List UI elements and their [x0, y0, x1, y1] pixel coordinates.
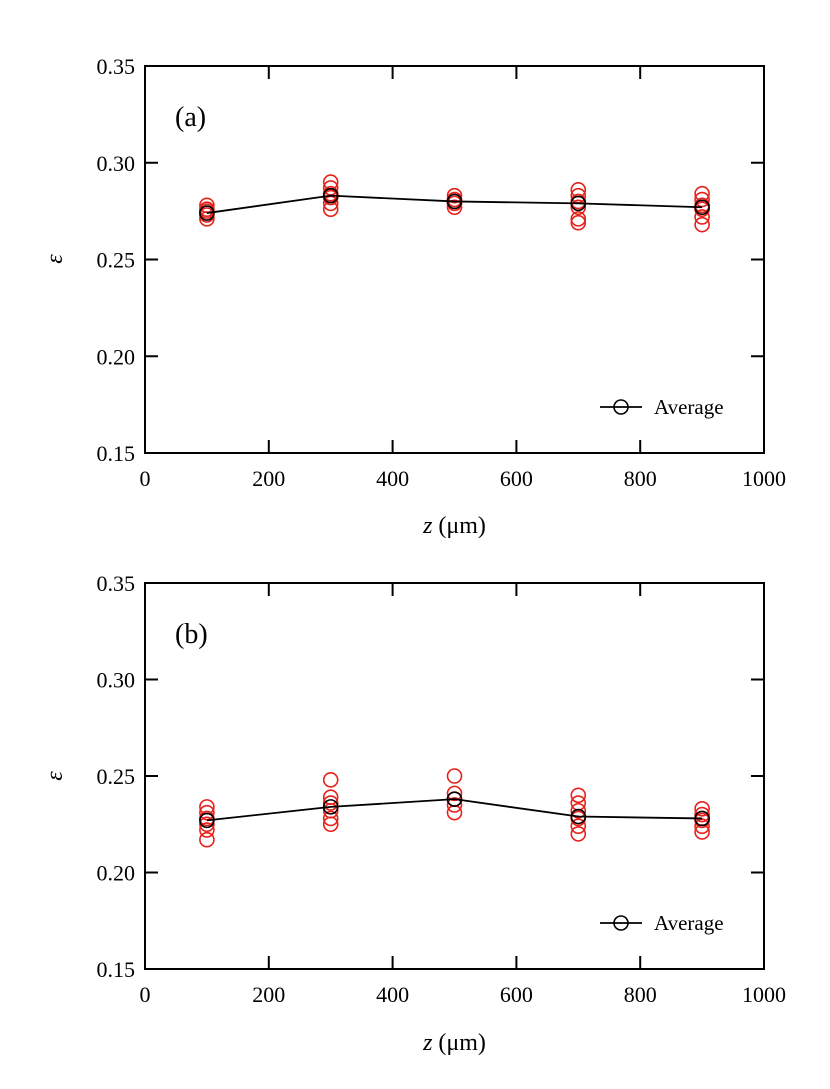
- sample-point: [570, 211, 587, 227]
- sample-point: [570, 826, 587, 842]
- x-tick-label: 0: [140, 466, 151, 491]
- x-axis-unit: (μm): [438, 513, 486, 539]
- y-tick-label: 0.15: [97, 441, 136, 466]
- panel-label: (b): [175, 619, 208, 650]
- average-point: [694, 199, 710, 216]
- x-axis-unit: (μm): [438, 1030, 486, 1056]
- average-line: [206, 194, 703, 214]
- sample-point: [199, 816, 215, 833]
- sample-point: [694, 216, 710, 233]
- sample-point: [446, 199, 463, 216]
- y-tick-label: 0.35: [97, 571, 136, 596]
- y-tick-label: 0.30: [97, 151, 136, 176]
- y-tick-label: 0.30: [97, 668, 136, 693]
- x-tick-label: 600: [500, 982, 533, 1007]
- legend-label: Average: [654, 395, 724, 419]
- y-axis-title: ε: [42, 771, 68, 781]
- sample-point: [446, 187, 463, 204]
- y-tick-label: 0.20: [97, 861, 136, 886]
- average-point: [446, 193, 463, 210]
- y-axis-title: ε: [42, 254, 68, 264]
- y-tick-label: 0.15: [97, 957, 136, 982]
- sample-point: [446, 797, 463, 813]
- sample-point: [199, 201, 215, 217]
- sample-point: [694, 806, 710, 823]
- average-line: [206, 798, 703, 822]
- x-tick-label: 1000: [742, 982, 786, 1007]
- x-tick-label: 200: [252, 982, 285, 1007]
- y-tick-label: 0.25: [97, 764, 136, 789]
- sample-point: [199, 822, 215, 838]
- sample-point: [322, 795, 339, 811]
- average-point: [446, 791, 463, 807]
- average-point: [570, 195, 587, 212]
- x-tick-label: 400: [376, 466, 409, 491]
- average-point: [199, 812, 215, 829]
- x-tick-label: 200: [252, 466, 285, 491]
- x-tick-label: 800: [624, 466, 657, 491]
- legend: Average: [600, 395, 724, 419]
- sample-point: [694, 801, 710, 817]
- y-tick-label: 0.25: [97, 248, 136, 273]
- average-point: [570, 808, 587, 825]
- sample-point: [570, 787, 587, 804]
- x-tick-label: 800: [624, 982, 657, 1007]
- x-axis-title: z (μm): [422, 1030, 486, 1056]
- x-tick-label: 600: [500, 466, 533, 491]
- average-point: [322, 187, 339, 204]
- x-tick-label: 400: [376, 982, 409, 1007]
- x-axis-variable: z: [422, 1030, 433, 1056]
- sample-point: [570, 802, 587, 819]
- x-axis-variable: z: [422, 513, 433, 539]
- sample-point: [199, 831, 215, 848]
- x-axis-title: z (μm): [422, 513, 486, 539]
- chart-panel-b: 0 200 400 600 800 1000 0.15 0.20 0.25 0.30 0.35 z (μ…: [42, 571, 786, 1056]
- sample-point: [694, 209, 710, 225]
- average-point: [322, 799, 339, 815]
- sample-point: [570, 818, 587, 834]
- sample-point: [322, 789, 339, 806]
- legend: Average: [600, 911, 724, 935]
- sample-point: [322, 772, 339, 788]
- chart-panel-a: 0 200 400 600 800 1000 0.15 0.20 0.25 0.30 0.35 z (μ…: [42, 54, 786, 539]
- panel-label: (a): [175, 102, 206, 133]
- sample-point: [446, 768, 463, 784]
- sample-point: [694, 818, 710, 834]
- sample-point: [446, 785, 463, 802]
- sample-point: [322, 810, 339, 827]
- y-tick-label: 0.20: [97, 344, 136, 369]
- legend-label: Average: [654, 911, 724, 935]
- y-tick-label: 0.35: [97, 54, 136, 79]
- average-point: [199, 205, 215, 221]
- x-tick-label: 0: [140, 982, 151, 1007]
- x-tick-label: 1000: [742, 466, 786, 491]
- legend-marker: [613, 399, 629, 415]
- sample-point: [570, 214, 587, 231]
- legend-marker: [613, 915, 629, 931]
- sample-point: [570, 199, 587, 216]
- average-point: [694, 810, 710, 827]
